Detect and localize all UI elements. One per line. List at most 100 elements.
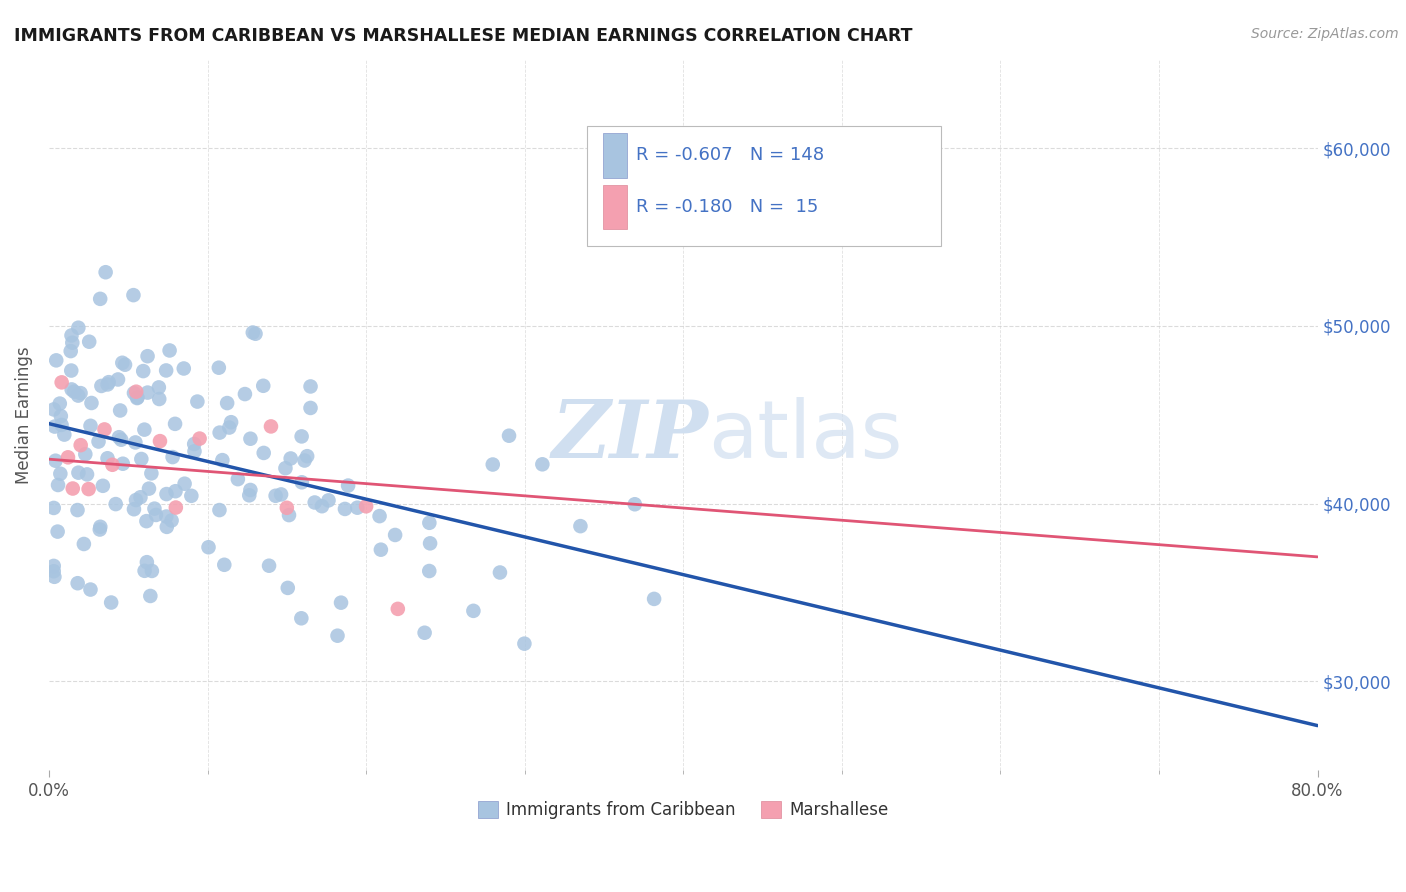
Point — [67, 466, 90, 480]
Point — [211, 453, 233, 467]
Point — [299, 401, 322, 415]
Point — [219, 415, 242, 429]
Point — [623, 497, 645, 511]
Point — [531, 458, 554, 472]
Point — [143, 501, 166, 516]
Point — [337, 478, 360, 492]
Point — [330, 596, 353, 610]
Point — [318, 493, 340, 508]
Point — [138, 482, 160, 496]
Point — [160, 513, 183, 527]
Point — [101, 458, 124, 472]
Point — [188, 432, 211, 446]
Point — [125, 493, 148, 508]
Point — [87, 434, 110, 449]
Point — [62, 482, 84, 496]
Point — [311, 499, 333, 513]
Point — [208, 425, 231, 440]
Point — [91, 479, 114, 493]
Point — [162, 450, 184, 464]
Point — [481, 458, 503, 472]
Point — [183, 444, 205, 458]
Point — [132, 364, 155, 378]
Point — [53, 427, 76, 442]
Point — [69, 386, 91, 401]
Point — [51, 376, 73, 390]
Point — [60, 335, 83, 350]
Point — [346, 500, 368, 515]
Point — [387, 602, 409, 616]
Point — [90, 379, 112, 393]
Point — [354, 500, 377, 514]
Text: IMMIGRANTS FROM CARIBBEAN VS MARSHALLESE MEDIAN EARNINGS CORRELATION CHART: IMMIGRANTS FROM CARIBBEAN VS MARSHALLESE… — [14, 27, 912, 45]
Point — [42, 564, 65, 578]
Point — [148, 380, 170, 394]
Point — [141, 564, 163, 578]
Point — [643, 591, 665, 606]
Point — [104, 497, 127, 511]
Point — [186, 394, 208, 409]
Point — [60, 328, 83, 343]
Point — [291, 475, 314, 490]
Point — [108, 430, 131, 444]
Point — [214, 558, 236, 572]
Point — [489, 566, 512, 580]
Point — [122, 502, 145, 516]
Point — [165, 417, 187, 431]
Point — [290, 611, 312, 625]
Point — [183, 437, 205, 451]
Point — [569, 519, 592, 533]
Point — [80, 396, 103, 410]
Text: R = -0.180   N =  15: R = -0.180 N = 15 — [636, 198, 818, 216]
Point — [463, 604, 485, 618]
Point — [295, 449, 318, 463]
Text: atlas: atlas — [709, 397, 903, 475]
Point — [277, 581, 299, 595]
Point — [226, 472, 249, 486]
Point — [418, 516, 440, 530]
Point — [149, 434, 172, 449]
Point — [77, 334, 100, 349]
Point — [257, 558, 280, 573]
Point — [127, 391, 149, 405]
Point — [79, 582, 101, 597]
Point — [242, 326, 264, 340]
Point — [114, 358, 136, 372]
Point — [46, 524, 69, 539]
Point — [124, 435, 146, 450]
Point — [208, 503, 231, 517]
Point — [93, 422, 115, 436]
Text: R = -0.607   N = 148: R = -0.607 N = 148 — [636, 146, 824, 164]
Point — [180, 489, 202, 503]
Point — [155, 509, 177, 524]
Point — [156, 520, 179, 534]
Point — [148, 392, 170, 406]
Point — [49, 409, 72, 423]
Point — [264, 489, 287, 503]
Point — [145, 508, 167, 522]
Point — [384, 528, 406, 542]
Point — [122, 288, 145, 302]
Point — [75, 447, 97, 461]
Point — [96, 451, 118, 466]
Point — [44, 419, 66, 434]
Point — [110, 433, 132, 447]
Point — [155, 487, 177, 501]
Point — [218, 420, 240, 434]
Point — [135, 555, 157, 569]
Point — [45, 453, 67, 467]
Point — [135, 514, 157, 528]
Point — [77, 482, 100, 496]
Point — [97, 375, 120, 389]
Point — [49, 467, 72, 481]
Point — [42, 558, 65, 573]
Point — [49, 396, 72, 410]
Point — [127, 391, 149, 405]
Point — [108, 403, 131, 417]
Point — [274, 461, 297, 475]
Point — [513, 637, 536, 651]
Point — [370, 542, 392, 557]
Point — [252, 378, 274, 392]
Legend: Immigrants from Caribbean, Marshallese: Immigrants from Caribbean, Marshallese — [471, 794, 896, 826]
Point — [299, 379, 322, 393]
